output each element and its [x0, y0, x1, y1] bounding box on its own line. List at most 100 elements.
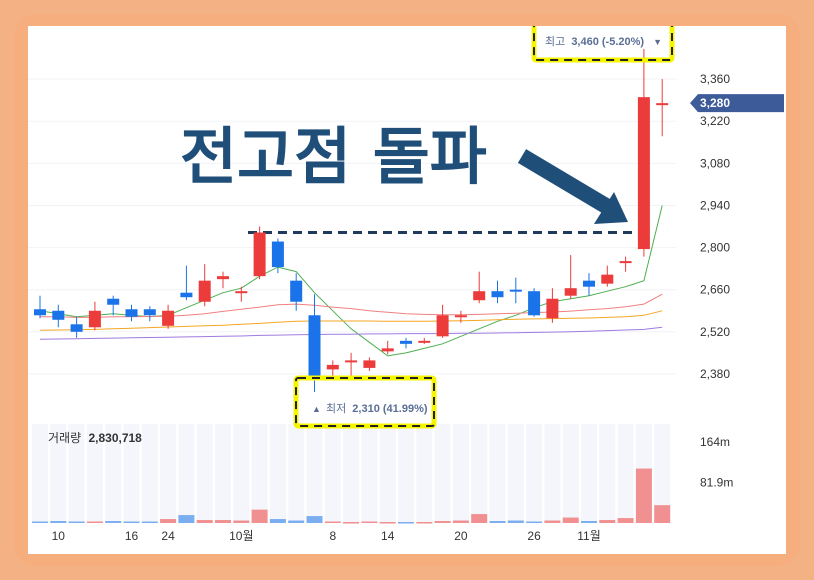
volume-bar — [68, 521, 85, 524]
date-tick-label: 26 — [527, 529, 541, 543]
volume-column-bg — [507, 424, 524, 523]
volume-column-bg — [306, 424, 323, 523]
candle-body — [509, 289, 522, 292]
candle — [198, 264, 211, 307]
date-tick-label: 10월 — [229, 529, 253, 543]
current-price-badge: 3,280 — [690, 94, 784, 113]
candle — [491, 280, 504, 304]
volume-bar — [452, 520, 469, 523]
candle — [564, 255, 577, 299]
volume-bar — [123, 521, 140, 524]
date-tick-label: 14 — [381, 529, 395, 543]
price-tick-label: 2,380 — [700, 367, 730, 381]
volume-bar — [507, 520, 524, 523]
candle — [345, 352, 358, 379]
svg-text:▲ 최저 2,310 (41: ▲ 최저 2,310 (41.99%) — [312, 402, 428, 415]
candle — [271, 238, 284, 274]
volume-bar — [105, 521, 122, 523]
candle-body — [326, 364, 339, 370]
low-annotation: ▲ 최저 2,310 (41.99%) — [293, 375, 437, 429]
volume-column-bg — [599, 424, 616, 523]
volume-column-bg — [68, 424, 85, 523]
volume-bar — [324, 521, 341, 524]
volume-column-bg — [654, 424, 671, 523]
volume-column-bg — [526, 424, 543, 523]
high-annotation: 최고 3,460 (-5.20%) ▼ — [531, 26, 675, 63]
date-tick-label: 11월 — [577, 529, 601, 543]
price-tick-label: 2,520 — [700, 325, 730, 339]
volume-value: 2,830,718 — [88, 431, 142, 445]
volume-column-bg — [361, 424, 378, 523]
volume-bar — [86, 521, 103, 524]
high-marker-icon: ▼ — [653, 37, 662, 47]
volume-bar — [526, 521, 543, 524]
candle — [454, 310, 467, 323]
candle-body — [198, 280, 211, 302]
candle — [290, 273, 303, 311]
date-axis: 10 16 24 10월 8 14 20 26 11월 — [52, 529, 601, 543]
volume-column-bg — [251, 424, 268, 523]
chart-panel: 3,360 3,220 3,080 2,940 2,800 2,660 2,520 2,380… — [28, 26, 786, 554]
volume-column-bg — [489, 424, 506, 523]
volume-bar — [306, 516, 323, 523]
low-value: 2,310 (41.99%) — [352, 403, 428, 415]
candle — [473, 271, 486, 304]
volume-column-bg — [215, 424, 231, 523]
candle — [528, 288, 541, 317]
candle-body — [290, 280, 303, 302]
volume-column-bg — [398, 424, 414, 523]
candle-body — [418, 340, 431, 343]
volume-column-bg — [50, 424, 67, 523]
volume-tick-label: 164m — [700, 435, 730, 449]
volume-column-bg — [544, 424, 561, 523]
volume-background — [32, 424, 671, 523]
low-label: 최저 — [326, 402, 346, 415]
date-tick-label: 8 — [329, 529, 336, 543]
price-tick-label: 2,940 — [700, 198, 730, 212]
candle-body — [473, 291, 486, 301]
candle — [381, 340, 394, 355]
volume-column-bg — [269, 424, 286, 523]
low-marker-icon: ▲ — [312, 404, 321, 414]
volume-bar — [196, 520, 213, 523]
candle-body — [637, 97, 650, 250]
volume-bar — [50, 521, 67, 523]
candle — [546, 288, 559, 323]
volume-column-bg — [196, 424, 213, 523]
volume-bar — [288, 520, 305, 523]
candle-body — [619, 261, 632, 264]
candle-body — [528, 291, 541, 316]
price-tick-label: 2,800 — [700, 241, 730, 255]
volume-tick-label: 81.9m — [700, 475, 733, 489]
candle-body — [143, 309, 156, 316]
candle-body — [70, 324, 83, 332]
high-value: 3,460 (-5.20%) — [571, 36, 644, 48]
volume-column-bg — [141, 424, 158, 523]
volume-bar — [562, 517, 579, 523]
volume-column-bg — [324, 424, 341, 523]
volume-column-bg — [123, 424, 140, 523]
volume-column-bg — [452, 424, 469, 523]
volume-column-bg — [562, 424, 579, 523]
candle-body — [88, 310, 101, 328]
volume-column-bg — [581, 424, 597, 523]
volume-label: 거래량 — [48, 431, 81, 445]
volume-column-bg — [233, 424, 250, 523]
volume-column-bg — [288, 424, 305, 523]
ma20-line — [40, 293, 663, 318]
candle — [162, 304, 175, 329]
candle — [418, 337, 431, 344]
candle-body — [454, 315, 467, 318]
candle-body — [400, 340, 412, 344]
date-tick-label: 20 — [454, 529, 468, 543]
candle — [363, 357, 376, 371]
candle-body — [583, 280, 595, 287]
volume-column-bg — [86, 424, 103, 523]
candle — [619, 256, 632, 272]
ma60-line — [39, 310, 663, 331]
candle — [656, 79, 669, 137]
volume-bar — [635, 468, 652, 523]
candle-body — [436, 315, 449, 337]
price-tick-label: 3,360 — [700, 72, 730, 86]
volume-bar — [544, 520, 561, 523]
